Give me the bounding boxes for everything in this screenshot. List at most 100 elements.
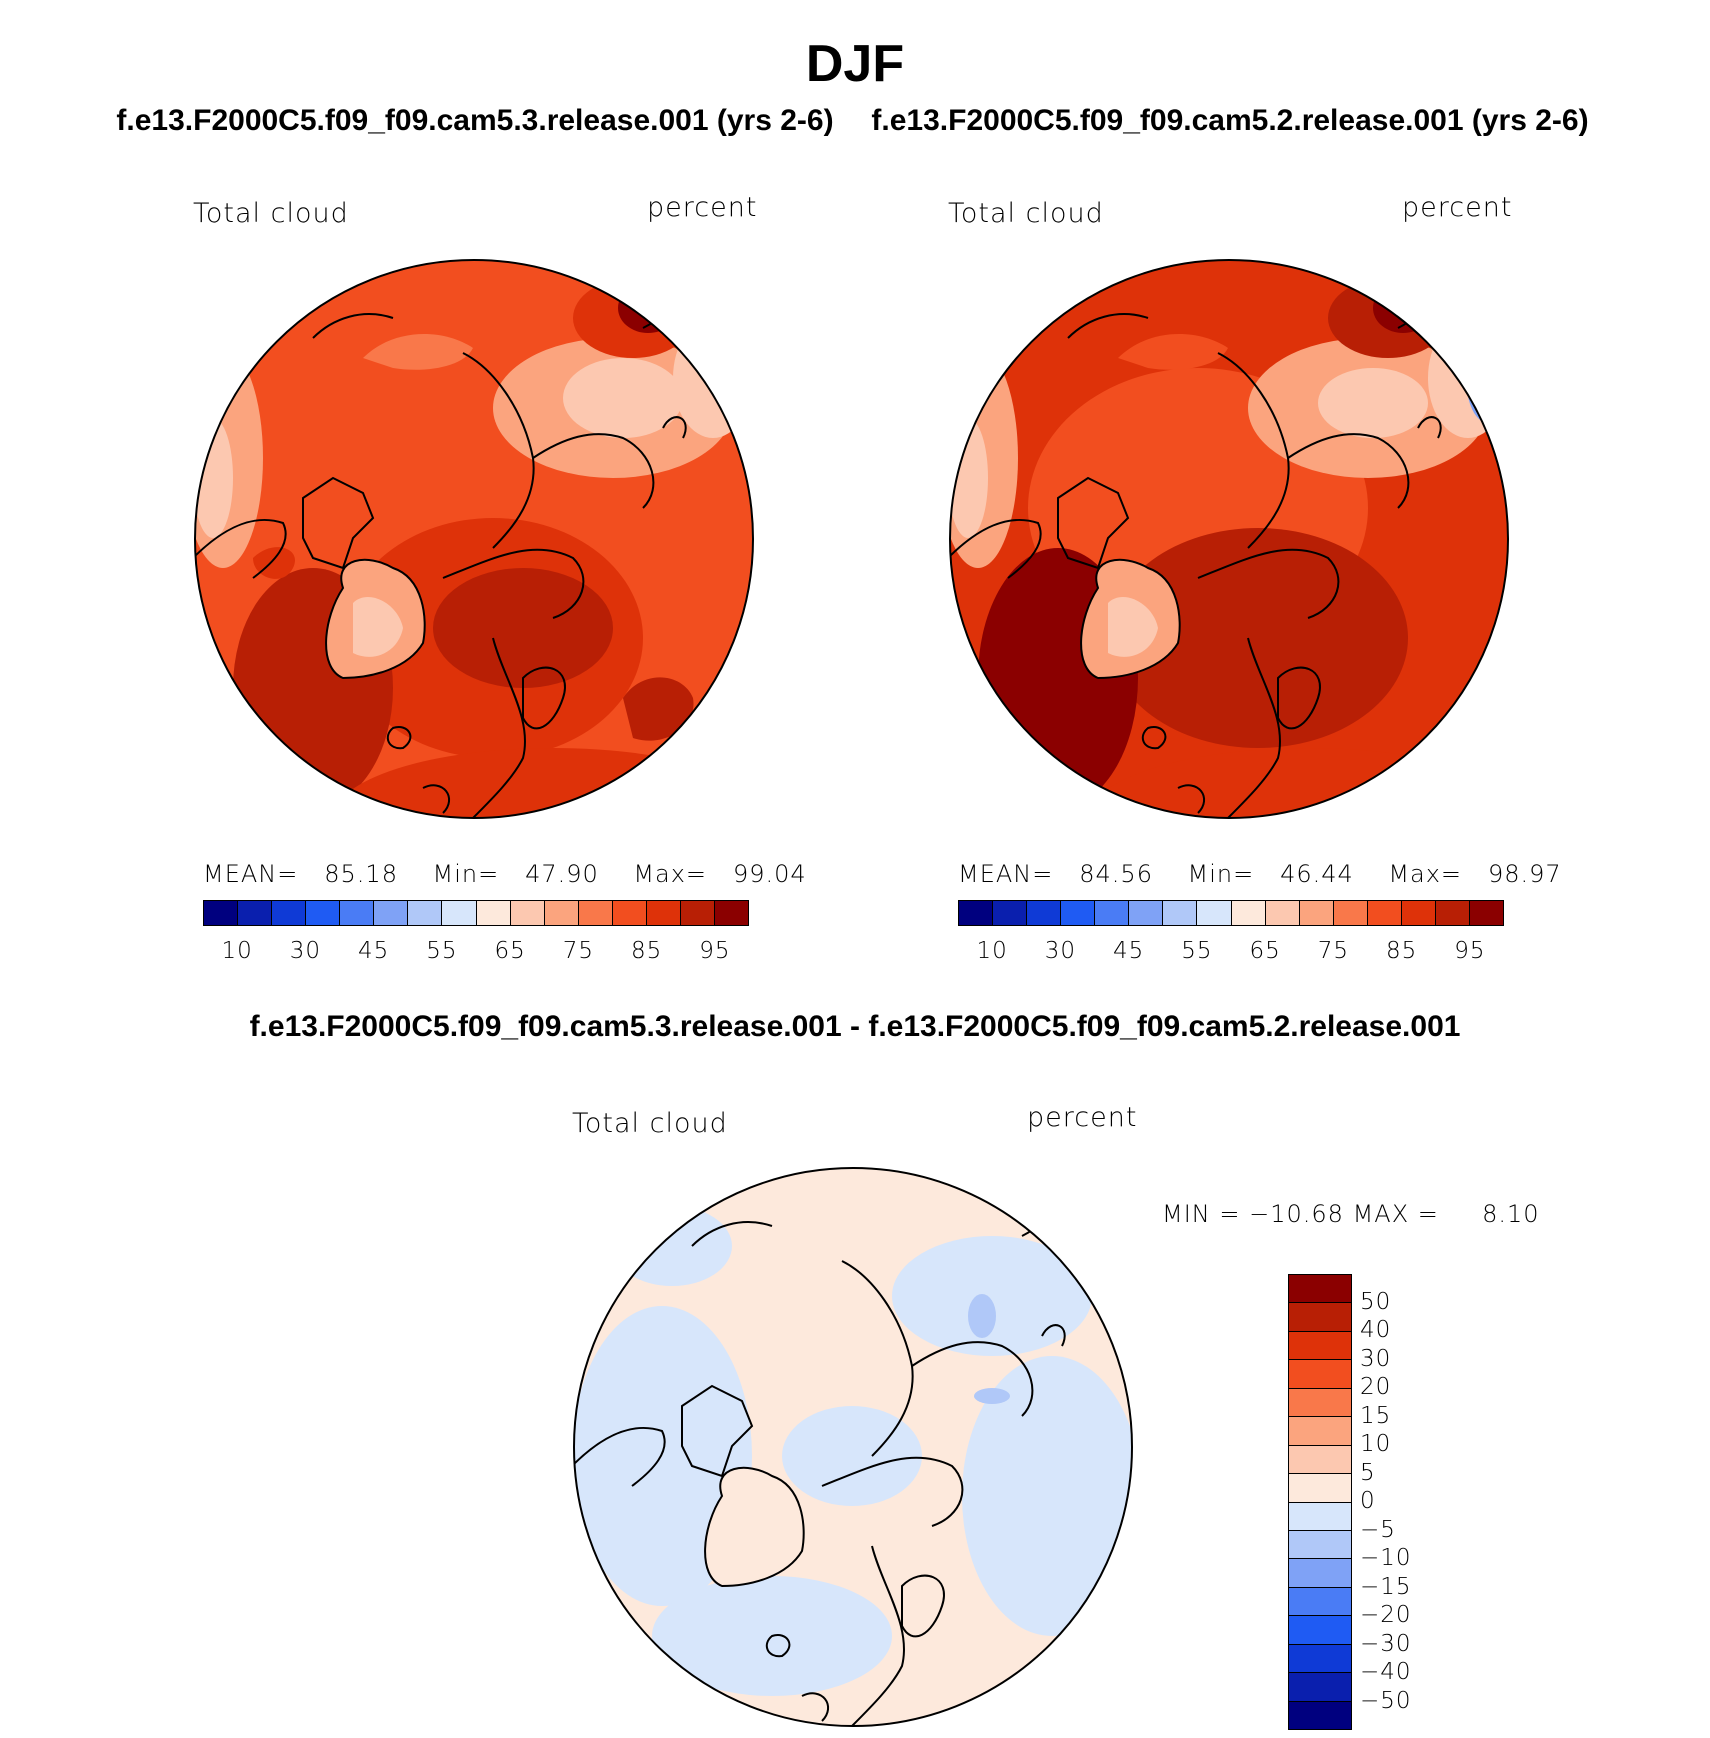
right-max-label: Max= (1388, 860, 1463, 888)
diff-min-label: MIN = (1162, 1200, 1241, 1228)
diff-colorbar-tick-label: 15 (1360, 1402, 1392, 1429)
left-colorbar-tick-label: 55 (426, 938, 458, 964)
left-stats-line: MEAN= 85.18 Min= 47.90 Max= 99.04 (203, 860, 807, 888)
right-mean-label: MEAN= (958, 860, 1054, 888)
left-min-value: 47.90 (525, 860, 599, 888)
left-colorbar-swatch (408, 901, 443, 925)
diff-colorbar-tick-label: 20 (1360, 1374, 1392, 1400)
right-panel-title: f.e13.F2000C5.f09_f09.cam5.2.release.001… (871, 104, 1589, 137)
right-colorbar-swatch (1129, 901, 1164, 925)
diff-colorbar-tick-label: −15 (1360, 1573, 1412, 1600)
diff-colorbar-swatch (1289, 1360, 1351, 1389)
diff-colorbar-swatch (1289, 1417, 1351, 1446)
left-colorbar-swatch (374, 901, 409, 925)
diff-stats-line: MIN = −10.68 MAX = 8.10 (1162, 1200, 1540, 1228)
right-colorbar (958, 900, 1504, 926)
right-min-label: Min= (1187, 860, 1255, 888)
right-colorbar-ticks: 10 30 45 55 65 75 85 95 (958, 938, 1504, 968)
difference-colorbar (1288, 1274, 1352, 1730)
right-colorbar-swatch (1367, 901, 1402, 925)
left-colorbar-swatch (272, 901, 307, 925)
left-colorbar-swatch (340, 901, 375, 925)
right-colorbar-tick-label: 45 (1112, 938, 1145, 964)
left-colorbar-swatch (204, 901, 239, 925)
right-colorbar-tick-label: 95 (1454, 938, 1486, 964)
right-variable-label: Total cloud (948, 198, 1104, 229)
diff-colorbar-swatch (1289, 1616, 1351, 1645)
diff-colorbar-tick-label: −50 (1360, 1687, 1412, 1714)
diff-colorbar-tick-label: 30 (1360, 1345, 1392, 1372)
right-colorbar-swatch (1163, 901, 1198, 925)
right-colorbar-swatch (1299, 901, 1334, 925)
right-stats-line: MEAN= 84.56 Min= 46.44 Max= 98.97 (958, 860, 1562, 888)
diff-colorbar-swatch (1289, 1502, 1351, 1531)
diff-colorbar-swatch (1289, 1530, 1351, 1560)
diff-colorbar-swatch (1289, 1644, 1351, 1674)
diff-colorbar-swatch (1289, 1275, 1351, 1304)
left-colorbar-swatch (510, 901, 545, 925)
left-mean-value: 85.18 (324, 860, 398, 888)
left-colorbar (203, 900, 749, 926)
left-colorbar-tick-label: 85 (630, 938, 663, 964)
left-colorbar-tick-label: 10 (221, 938, 253, 964)
right-colorbar-swatch (1401, 901, 1436, 925)
right-colorbar-swatch (1061, 901, 1096, 925)
diff-colorbar-swatch (1289, 1474, 1351, 1503)
right-colorbar-swatch (1095, 901, 1130, 925)
right-colorbar-swatch (993, 901, 1028, 925)
diff-colorbar-tick-label: 40 (1360, 1317, 1392, 1343)
left-colorbar-tick-label: 30 (289, 938, 322, 964)
left-panel-title: f.e13.F2000C5.f09_f09.cam5.3.release.001… (116, 104, 834, 137)
right-colorbar-tick-label: 65 (1249, 938, 1281, 964)
right-min-value: 46.44 (1280, 860, 1354, 888)
left-variable-label: Total cloud (193, 198, 349, 229)
diff-colorbar-tick-label: −5 (1360, 1516, 1396, 1543)
right-colorbar-tick-label: 75 (1317, 938, 1350, 964)
right-colorbar-swatch (1197, 901, 1232, 925)
left-colorbar-tick-label: 45 (357, 938, 390, 964)
right-colorbar-swatch (1265, 901, 1300, 925)
right-max-value: 98.97 (1487, 860, 1562, 888)
right-polar-map (949, 259, 1509, 819)
diff-colorbar-tick-label: 50 (1360, 1288, 1392, 1315)
left-polar-map (194, 259, 754, 819)
diff-colorbar-tick-label: −30 (1360, 1630, 1412, 1657)
diff-variable-label: Total cloud (572, 1108, 728, 1139)
left-units-label: percent (647, 192, 758, 223)
diff-colorbar-swatch (1289, 1445, 1351, 1475)
left-colorbar-swatch (680, 901, 715, 925)
diff-colorbar-swatch (1289, 1331, 1351, 1361)
diff-max-label: MAX = (1352, 1200, 1439, 1228)
diff-units-label: percent (1027, 1102, 1138, 1133)
right-colorbar-tick-label: 85 (1385, 938, 1418, 964)
diff-colorbar-tick-label: 10 (1360, 1431, 1392, 1457)
diff-colorbar-swatch (1289, 1388, 1351, 1418)
diff-colorbar-tick-label: −40 (1360, 1659, 1412, 1685)
diff-colorbar-tick-label: −10 (1360, 1545, 1412, 1571)
right-colorbar-tick-label: 10 (976, 938, 1008, 964)
left-mean-label: MEAN= (203, 860, 299, 888)
difference-polar-map (573, 1167, 1133, 1727)
left-colorbar-swatch (578, 901, 613, 925)
diff-max-value: 8.10 (1482, 1200, 1540, 1228)
left-colorbar-swatch (714, 901, 748, 925)
diff-min-value: −10.68 (1249, 1200, 1344, 1228)
right-colorbar-tick-label: 30 (1044, 938, 1077, 964)
left-colorbar-tick-label: 65 (494, 938, 526, 964)
diff-colorbar-swatch (1289, 1701, 1351, 1729)
left-colorbar-swatch (646, 901, 681, 925)
right-colorbar-swatch (1333, 901, 1368, 925)
right-colorbar-swatch (959, 901, 994, 925)
right-colorbar-swatch (1435, 901, 1470, 925)
diff-colorbar-swatch (1289, 1303, 1351, 1332)
left-max-label: Max= (633, 860, 708, 888)
diff-colorbar-tick-label: 0 (1360, 1488, 1376, 1514)
left-colorbar-ticks: 10 30 45 55 65 75 85 95 (203, 938, 749, 968)
diff-colorbar-swatch (1289, 1673, 1351, 1702)
right-units-label: percent (1402, 192, 1513, 223)
left-colorbar-swatch (476, 901, 511, 925)
diff-colorbar-tick-label: 5 (1360, 1459, 1376, 1486)
left-colorbar-swatch (442, 901, 477, 925)
diff-colorbar-swatch (1289, 1587, 1351, 1617)
right-colorbar-swatch (1469, 901, 1503, 925)
